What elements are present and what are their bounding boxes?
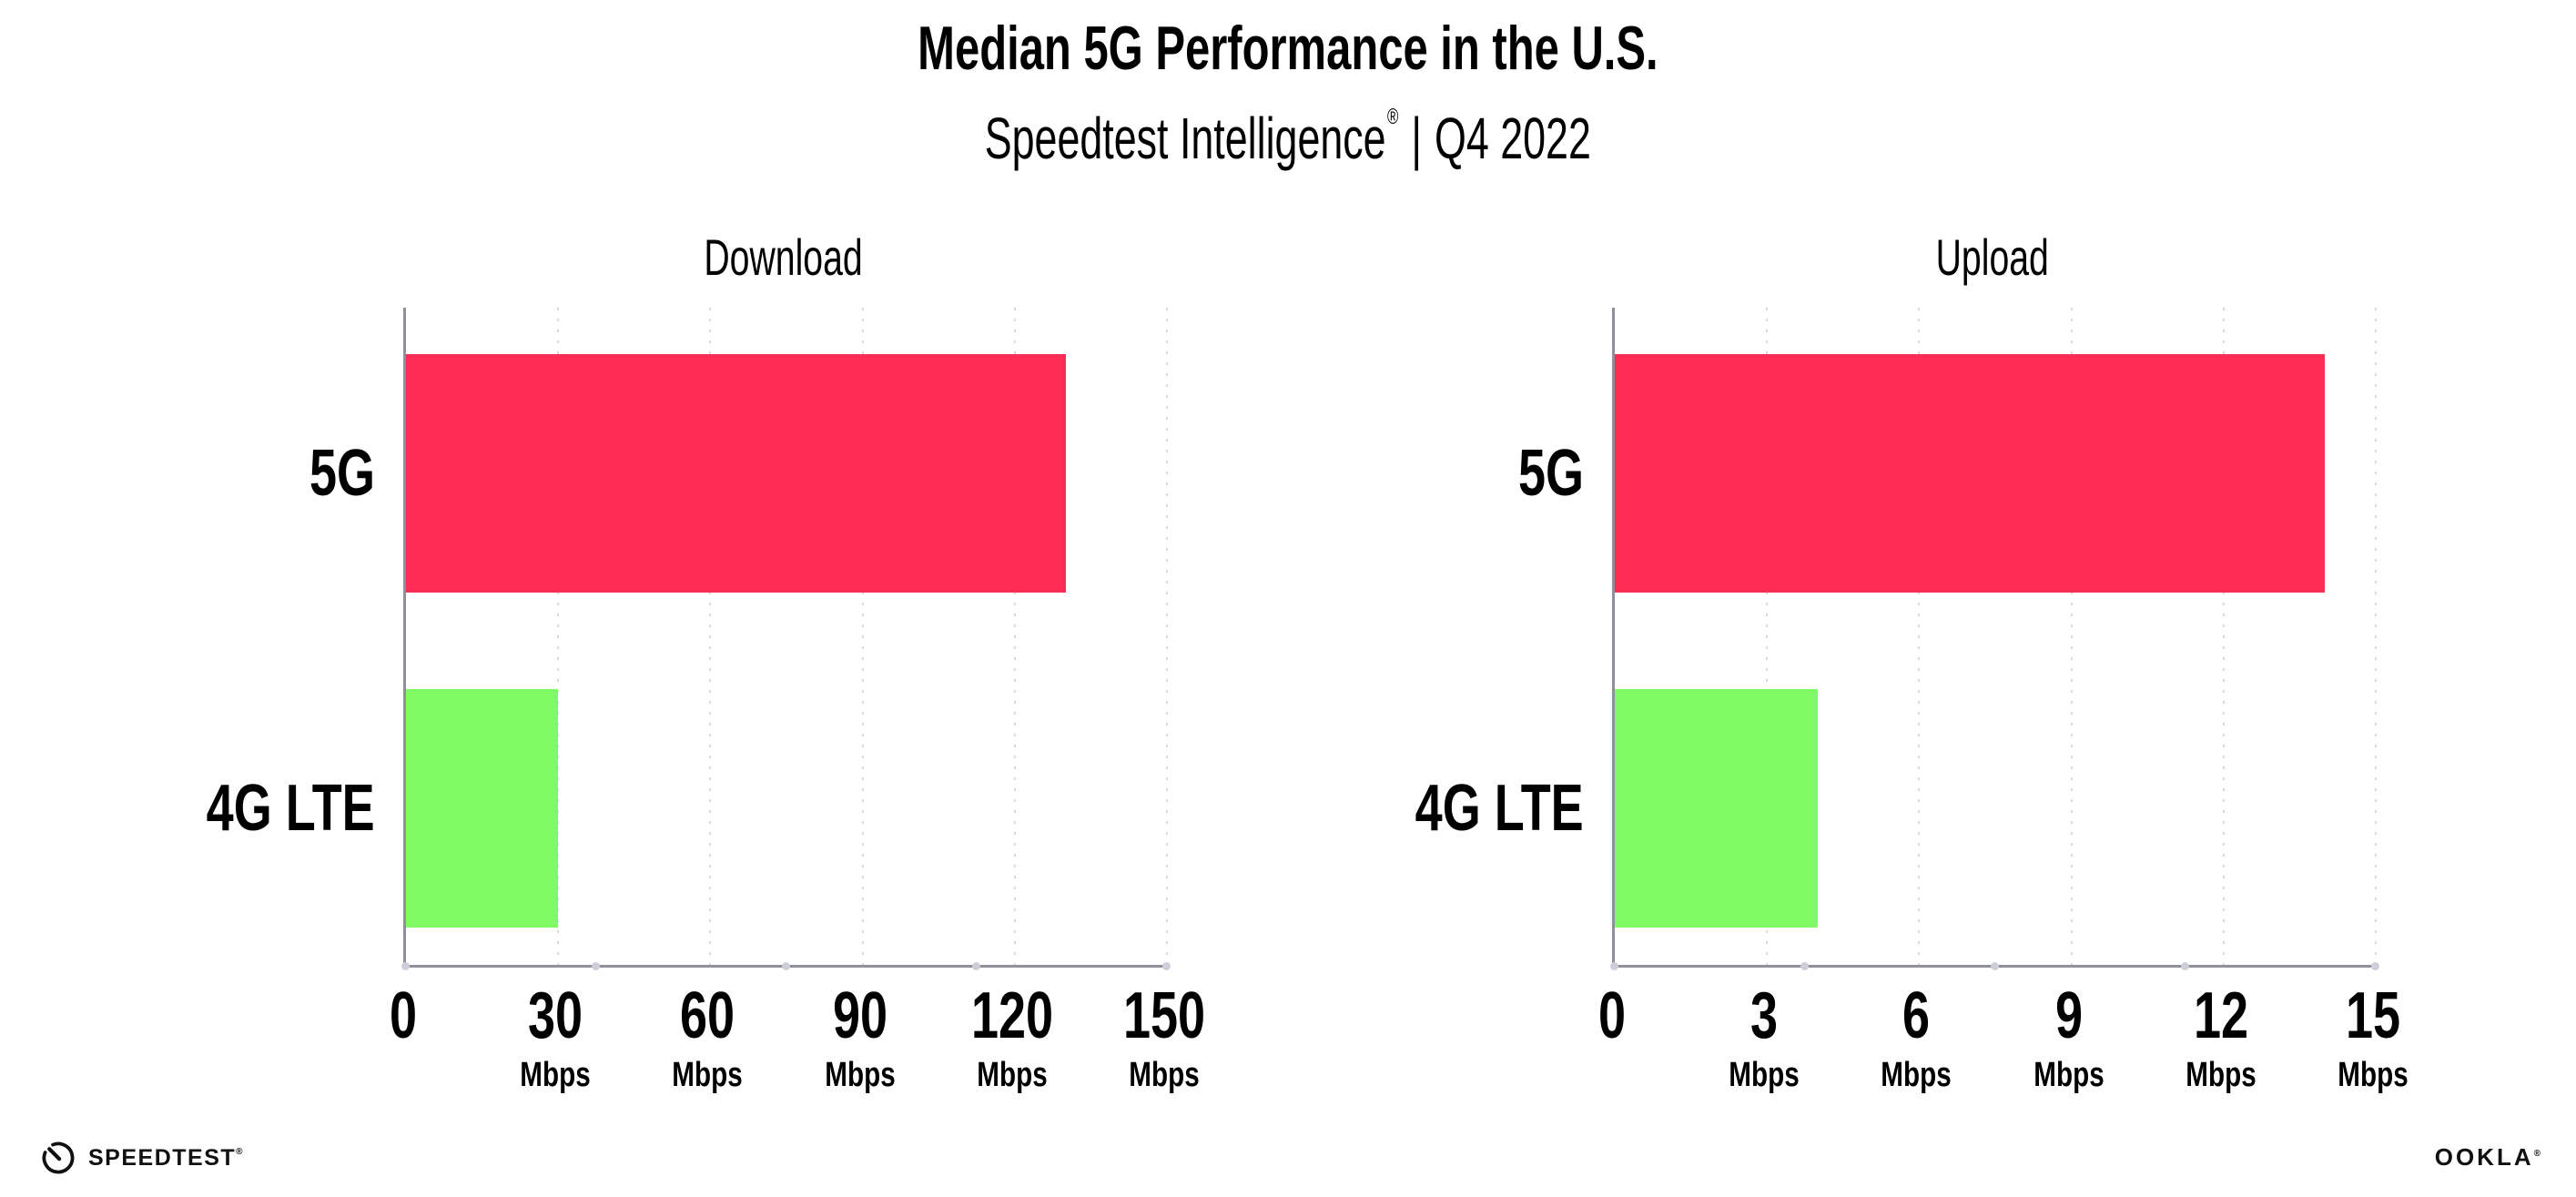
- tick-number: 90: [832, 979, 887, 1052]
- gridline: [2070, 308, 2073, 965]
- bar-5g-download: [406, 354, 1066, 593]
- axis-quarter-dot: [972, 962, 980, 970]
- tick-unit: Mbps: [672, 1056, 744, 1094]
- tick-unit: Mbps: [2186, 1056, 2257, 1094]
- axis-quarter-dot: [2181, 962, 2189, 970]
- axis-quarter-dot: [1610, 962, 1618, 970]
- upload-category-label-5g: 5G: [1517, 437, 1584, 510]
- tick-unit: Mbps: [2338, 1056, 2409, 1094]
- tick-number: 30: [528, 979, 583, 1052]
- plot-area-download: 5G 4G LTE: [207, 308, 1171, 970]
- tick-number: 0: [1597, 979, 1627, 1052]
- x-tick-label: 0: [385, 983, 421, 1049]
- ookla-logo: OOKLA®: [2435, 1143, 2543, 1172]
- figure-title-text: Median 5G Performance in the U.S.: [918, 14, 1658, 83]
- x-tick-label: 90 Mbps: [815, 983, 905, 1092]
- gridline: [557, 308, 560, 965]
- figure-header: Median 5G Performance in the U.S. Speedt…: [0, 14, 2576, 172]
- tick-unit: Mbps: [1881, 1056, 1952, 1094]
- download-category-label-5g: 5G: [309, 437, 375, 510]
- tick-number: 60: [680, 979, 735, 1052]
- tick-number: 120: [970, 979, 1053, 1052]
- x-tick-label: 12 Mbps: [2175, 983, 2266, 1092]
- tick-number: 3: [1750, 979, 1779, 1052]
- tick-unit: Mbps: [1729, 1056, 1800, 1094]
- x-tick-label: 9 Mbps: [2023, 983, 2114, 1092]
- gridline: [1918, 308, 1921, 965]
- tick-number: 0: [389, 979, 418, 1052]
- figure-subtitle: Speedtest Intelligence® | Q4 2022: [0, 105, 2576, 172]
- tick-unit: Mbps: [2033, 1056, 2104, 1094]
- axis-quarter-dot: [592, 962, 600, 970]
- axis-quarter-dot: [401, 962, 410, 970]
- x-tick-label: 0: [1594, 983, 1630, 1049]
- axis-quarter-dot: [1800, 962, 1809, 970]
- bar-4g-lte-upload: [1615, 689, 1818, 928]
- registered-mark: ®: [1387, 105, 1399, 130]
- speedtest-gauge-icon: [42, 1141, 75, 1174]
- panel-title-upload: Upload: [1935, 228, 2050, 286]
- x-tick-label: 6 Mbps: [1871, 983, 1962, 1092]
- axis-quarter-dot: [2371, 962, 2379, 970]
- speedtest-logo: SPEEDTEST®: [40, 1138, 244, 1178]
- plot-area-upload: 5G 4G LTE: [1415, 308, 2379, 970]
- figure-title: Median 5G Performance in the U.S.: [0, 14, 2576, 83]
- upload-category-label-4g-lte: 4G LTE: [1415, 772, 1584, 845]
- x-tick-label: 60 Mbps: [663, 983, 753, 1092]
- x-tick-label: 150 Mbps: [1110, 983, 1219, 1092]
- tick-unit: Mbps: [824, 1056, 896, 1094]
- tick-unit: Mbps: [977, 1056, 1048, 1094]
- subtitle-brand: Speedtest Intelligence: [984, 106, 1386, 172]
- ookla-wordmark: OOKLA®: [2434, 1143, 2543, 1171]
- tick-unit: Mbps: [520, 1056, 591, 1094]
- gridline: [709, 308, 712, 965]
- gridline: [2375, 308, 2377, 965]
- download-category-label-4g-lte: 4G LTE: [206, 772, 375, 845]
- bar-5g-upload: [1615, 354, 2326, 593]
- x-tick-label: 15 Mbps: [2328, 983, 2418, 1092]
- x-axis-ticks-download: 0 30 Mbps 60 Mbps 90 Mbps 120 Mbps 150 Mbps: [390, 983, 1205, 1138]
- gridline: [861, 308, 864, 965]
- speedtest-registered-mark: ®: [236, 1146, 245, 1157]
- x-tick-label: 3 Mbps: [1719, 983, 1810, 1092]
- axis-quarter-dot: [1162, 962, 1171, 970]
- tick-number: 6: [1902, 979, 1931, 1052]
- x-tick-label: 30 Mbps: [511, 983, 601, 1092]
- tick-number: 15: [2345, 979, 2401, 1052]
- speedtest-wordmark: SPEEDTEST®: [88, 1144, 245, 1171]
- gridline: [1013, 308, 1016, 965]
- gridline: [1166, 308, 1168, 965]
- gridline: [2222, 308, 2225, 965]
- axis-quarter-dot: [782, 962, 790, 970]
- tick-number: 150: [1122, 979, 1206, 1052]
- subtitle-separator: |: [1411, 106, 1423, 172]
- x-axis-ticks-upload: 0 3 Mbps 6 Mbps 9 Mbps 12 Mbps 15 Mbps: [1598, 983, 2409, 1138]
- panel-title-download: Download: [704, 228, 864, 286]
- x-tick-label: 120 Mbps: [958, 983, 1067, 1092]
- bar-4g-lte-download: [406, 689, 559, 928]
- tick-unit: Mbps: [1129, 1056, 1200, 1094]
- subtitle-period: Q4 2022: [1435, 106, 1592, 172]
- axis-quarter-dot: [1991, 962, 1999, 970]
- gridline: [1766, 308, 1769, 965]
- tick-number: 9: [2054, 979, 2083, 1052]
- tick-number: 12: [2193, 979, 2248, 1052]
- ookla-registered-mark: ®: [2533, 1149, 2543, 1159]
